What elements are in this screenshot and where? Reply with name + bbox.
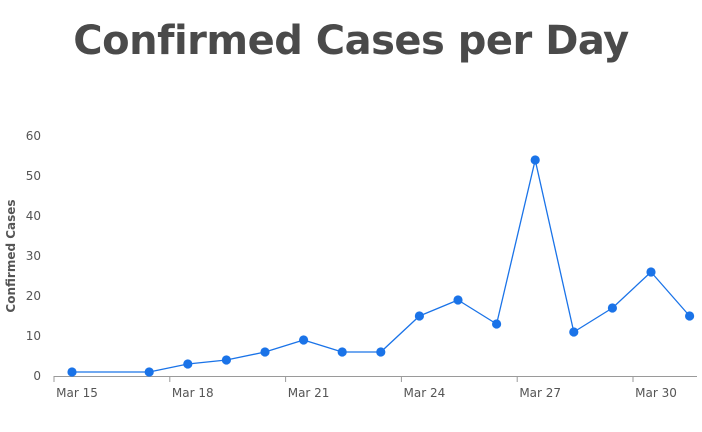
data-point[interactable]	[569, 327, 579, 337]
data-point[interactable]	[376, 347, 386, 357]
y-tick-label: 20	[26, 289, 41, 303]
data-point[interactable]	[183, 359, 193, 369]
y-tick-label: 40	[26, 209, 41, 223]
data-point[interactable]	[453, 295, 463, 305]
data-point[interactable]	[530, 155, 540, 165]
y-tick-label: 10	[26, 329, 41, 343]
data-point[interactable]	[492, 319, 502, 329]
x-tick-label: Mar 30	[635, 386, 677, 400]
x-tick-label: Mar 15	[56, 386, 98, 400]
y-tick-label: 0	[33, 369, 41, 383]
data-point[interactable]	[337, 347, 347, 357]
data-point[interactable]	[221, 355, 231, 365]
x-tick-label: Mar 18	[172, 386, 214, 400]
y-tick-label: 50	[26, 169, 41, 183]
x-tick-label: Mar 21	[288, 386, 330, 400]
x-tick-label: Mar 24	[404, 386, 446, 400]
data-point[interactable]	[260, 347, 270, 357]
data-point[interactable]	[414, 311, 424, 321]
x-axis: Mar 15 Mar 18 Mar 21 Mar 24 Mar 27 Mar 30	[53, 376, 697, 400]
data-point[interactable]	[144, 367, 154, 377]
y-axis-title: Confirmed Cases	[4, 199, 18, 312]
y-tick-label: 30	[26, 249, 41, 263]
y-axis-title-group: Confirmed Cases	[4, 199, 18, 312]
chart-title: Confirmed Cases per Day	[73, 18, 629, 64]
y-axis-ticks: 0 10 20 30 40 50 60	[26, 129, 41, 383]
series-layer	[67, 155, 695, 377]
data-point[interactable]	[685, 311, 695, 321]
data-point[interactable]	[646, 267, 656, 277]
x-tick-label: Mar 27	[519, 386, 561, 400]
data-point[interactable]	[67, 367, 77, 377]
series-line	[72, 159, 691, 373]
data-point[interactable]	[607, 303, 618, 313]
data-point[interactable]	[299, 335, 309, 345]
y-tick-label: 60	[26, 129, 41, 143]
